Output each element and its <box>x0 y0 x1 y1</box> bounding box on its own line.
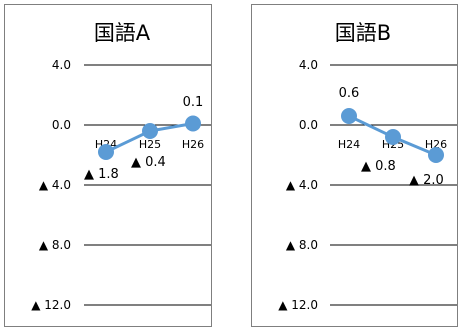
data-point-marker <box>98 144 114 160</box>
y-tick-label: ▲ 8.0 <box>286 238 318 252</box>
y-tick-label: ▲ 4.0 <box>286 178 318 192</box>
data-label: ▲ 1.8 <box>84 167 119 182</box>
data-label: ▲ 0.4 <box>131 155 166 170</box>
data-label: 0.6 <box>339 86 360 101</box>
data-point-marker <box>185 115 201 132</box>
data-point-marker <box>341 108 357 124</box>
y-tick-label: ▲ 12.0 <box>31 298 71 312</box>
y-tick-label: 4.0 <box>52 58 71 72</box>
data-label: ▲ 2.0 <box>409 173 444 188</box>
chart-title: 国語A <box>94 21 151 45</box>
data-point-marker <box>385 129 401 145</box>
y-tick-label: ▲ 8.0 <box>39 238 71 252</box>
data-point-marker <box>428 147 444 163</box>
data-label: ▲ 0.8 <box>361 159 396 174</box>
y-tick-label: 0.0 <box>299 118 318 132</box>
y-tick-label: 4.0 <box>299 58 318 72</box>
y-tick-label: 0.0 <box>52 118 71 132</box>
x-category-label: H24 <box>338 138 360 151</box>
y-tick-label: ▲ 12.0 <box>278 298 318 312</box>
data-label: 0.1 <box>183 95 204 110</box>
y-tick-label: ▲ 4.0 <box>39 178 71 192</box>
chart-title: 国語B <box>335 21 391 45</box>
x-category-label: H25 <box>139 138 161 151</box>
x-category-label: H26 <box>425 138 447 151</box>
chart-frame <box>4 4 212 327</box>
x-category-label: H26 <box>182 138 204 151</box>
chart-frame <box>251 4 458 327</box>
data-point-marker <box>142 123 158 139</box>
